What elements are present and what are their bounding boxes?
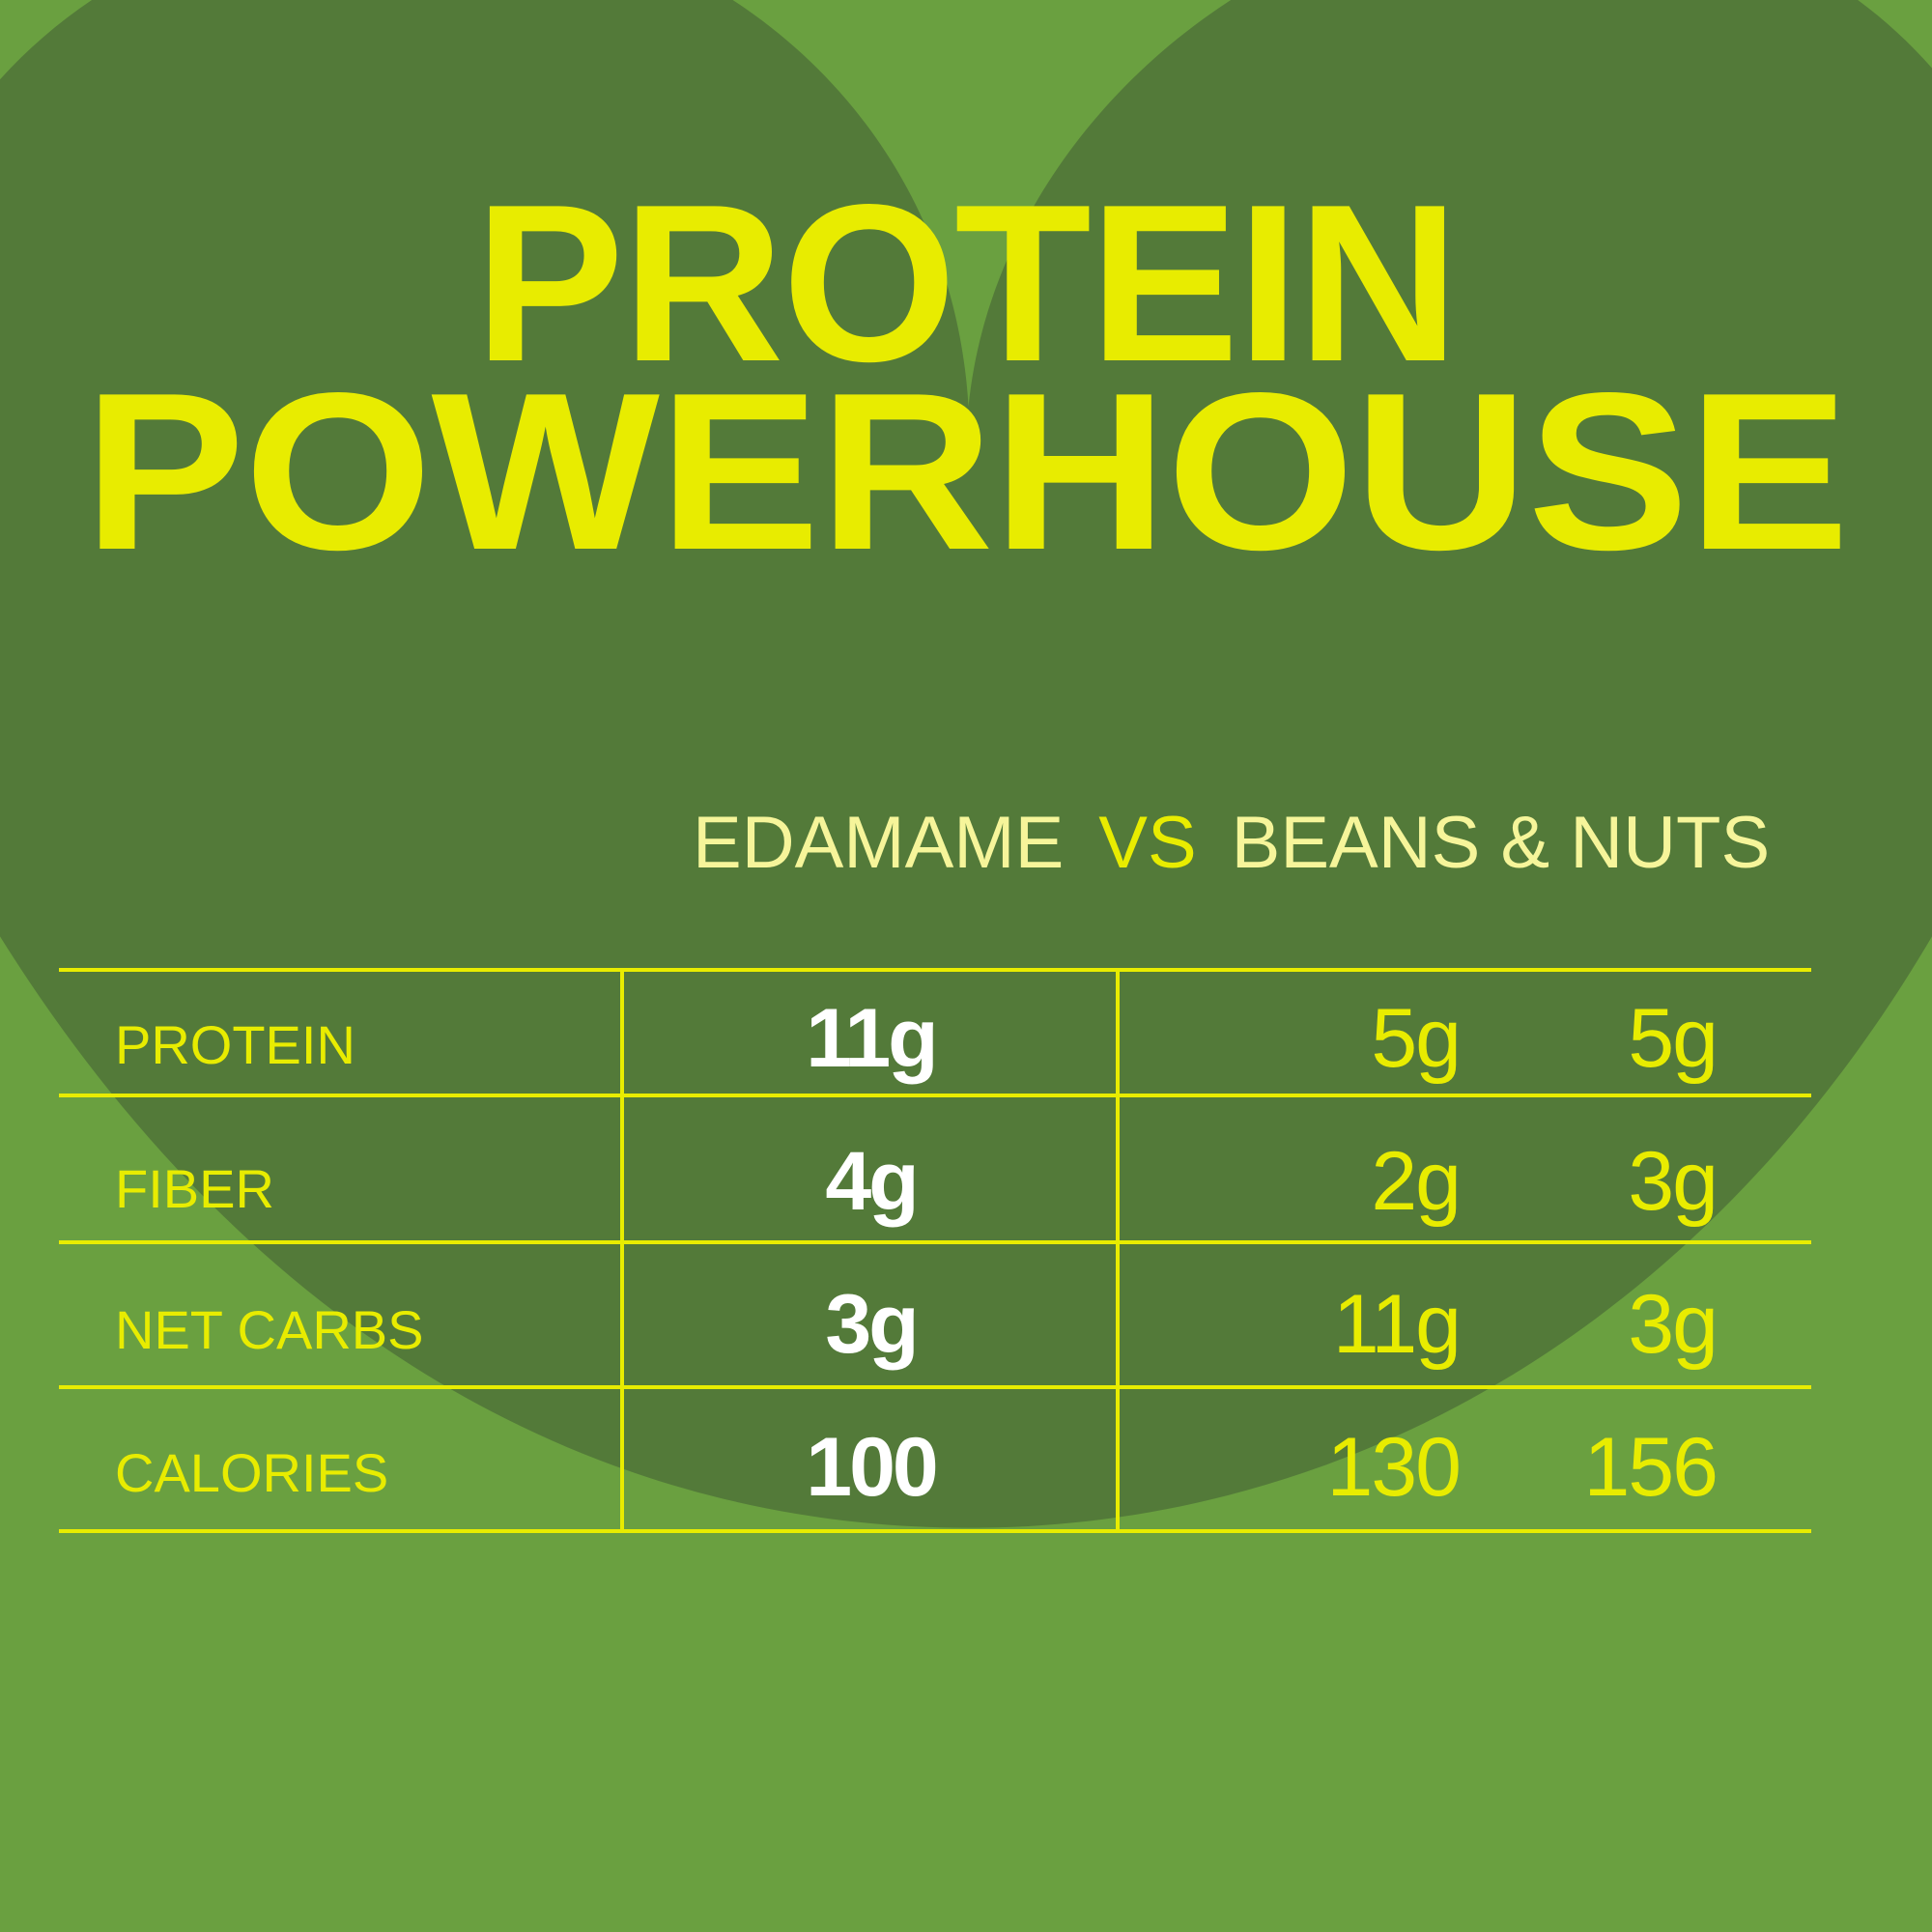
beans-value: 130: [1326, 1421, 1462, 1514]
nuts-value: 5g: [1628, 992, 1719, 1085]
row-label: FIBER: [115, 1158, 274, 1219]
subtitle-beans-nuts: BEANS & NUTS: [1231, 802, 1771, 884]
beans-value: 2g: [1371, 1135, 1462, 1228]
edamame-value: 11g: [806, 992, 938, 1085]
subtitle-edamame: EDAMAME: [693, 802, 1065, 884]
edamame-value: 4g: [825, 1135, 919, 1228]
row-label: CALORIES: [115, 1442, 389, 1503]
title-line-1: PROTEIN: [474, 158, 1459, 409]
nuts-value: 3g: [1628, 1135, 1719, 1228]
table-line: [59, 1385, 1811, 1389]
comparison-subtitle: EDAMAME VS BEANS & NUTS: [693, 807, 1770, 880]
nuts-value: 156: [1583, 1421, 1719, 1514]
heart-background: [0, 0, 1932, 1528]
table-line: [59, 968, 1811, 972]
table-line: [59, 1094, 1811, 1097]
beans-value: 11g: [1332, 1278, 1462, 1371]
table-divider: [1116, 970, 1120, 1531]
edamame-value: 3g: [825, 1278, 919, 1371]
beans-value: 5g: [1371, 992, 1462, 1085]
edamame-value: 100: [806, 1421, 939, 1514]
nuts-value: 3g: [1628, 1278, 1719, 1371]
table-line: [59, 1529, 1811, 1533]
row-label: NET CARBS: [115, 1299, 424, 1360]
table-line: [59, 1240, 1811, 1244]
title-line-2: POWERHOUSE: [83, 347, 1850, 597]
table-divider: [620, 970, 624, 1531]
row-label: PROTEIN: [115, 1014, 355, 1075]
subtitle-vs: VS: [1098, 802, 1197, 884]
